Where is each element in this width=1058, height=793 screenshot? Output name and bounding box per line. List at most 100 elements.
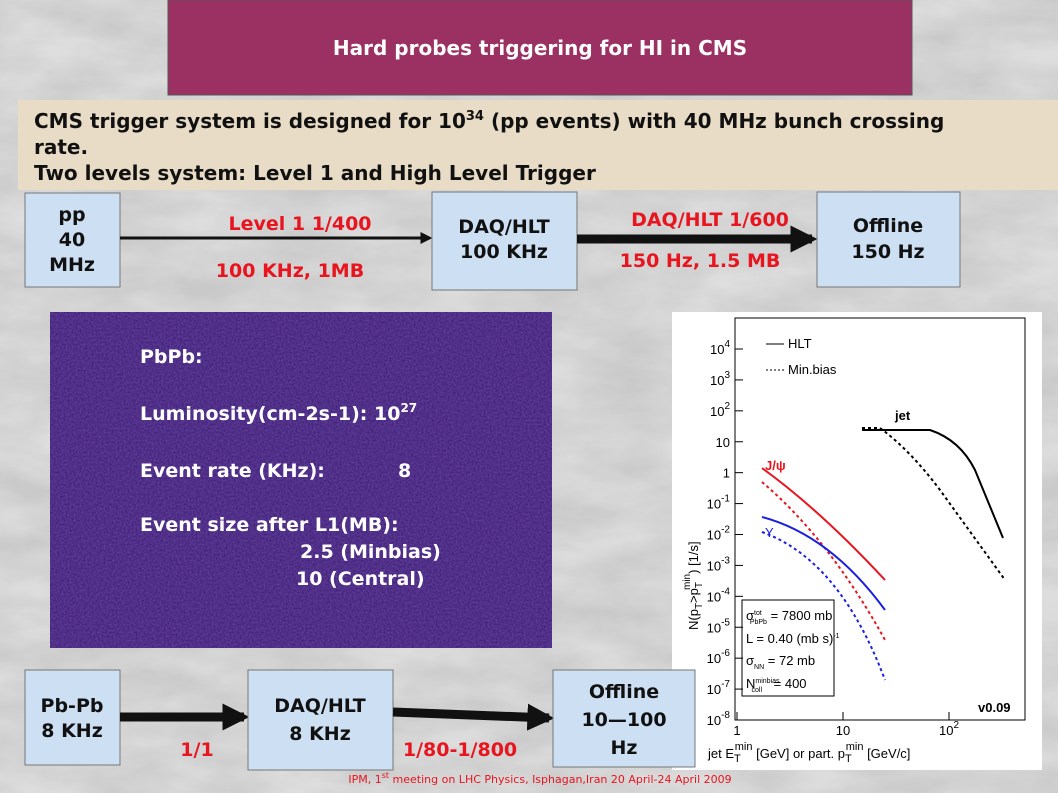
rate-label: 100 KHz, 1MB (216, 260, 364, 282)
tick-label: 1 (723, 466, 730, 481)
curve (761, 516, 886, 611)
curve-label: J/ψ (765, 458, 786, 473)
subscript: T (845, 753, 852, 765)
tick-base: 10 (716, 435, 730, 450)
box-line: MHz (49, 254, 95, 276)
superscript: 34 (466, 109, 484, 124)
tick-label: 10-5 (707, 617, 731, 635)
plot-frame (734, 317, 1026, 721)
curve (862, 427, 1006, 581)
title-box (167, 0, 913, 96)
intro-line: Two levels system: Level 1 and High Leve… (34, 161, 596, 185)
box-line: 100 KHz (460, 241, 548, 263)
tick-base: 10 (939, 723, 953, 738)
tick-exponent: -7 (721, 679, 730, 690)
tick-exponent: 4 (724, 339, 730, 350)
intro-line: rate. (34, 135, 88, 159)
tick-base: 10 (707, 713, 721, 728)
tick-exponent: -4 (721, 586, 730, 597)
x-axis-label: jet ETmin [GeV] or part. pTmin [GeV/c] (707, 741, 910, 765)
tick-label: 102 (710, 401, 730, 419)
arrow (392, 703, 555, 731)
legend-entry: Min.bias (788, 362, 837, 377)
text: N(p (686, 609, 701, 630)
legend-entry: HLT (788, 336, 812, 351)
rate-label: 1/1 (180, 739, 213, 761)
tick-label: 10-4 (707, 586, 731, 604)
tick-exponent: 2 (724, 401, 730, 412)
subscript: coll (752, 687, 763, 694)
subscript: PbPb (750, 619, 767, 626)
tick-exponent: 3 (724, 370, 730, 381)
superscript: st (382, 771, 389, 780)
superscript: min (846, 741, 864, 753)
info-heading: PbPb: (140, 346, 203, 368)
tick-exponent: -1 (721, 494, 730, 505)
text: IPM, 1 (348, 773, 381, 786)
tick-base: 1 (723, 466, 730, 481)
info-line: Luminosity(cm-2s-1): 1027 (140, 401, 417, 425)
y-axis-label: N(pT>pTmin) [1/s] (682, 541, 705, 630)
rate-label: DAQ/HLT 1/600 (631, 209, 789, 231)
tick-label: 103 (710, 370, 730, 388)
tick-exponent: -2 (721, 525, 730, 536)
tick-label: 104 (710, 339, 730, 357)
version-label: v0.09 (978, 700, 1011, 715)
curve (862, 429, 1004, 539)
tick-base: 1 (733, 723, 740, 738)
subscript: NN (754, 664, 764, 671)
curve-label: jet (894, 408, 911, 423)
tick-label: 10-2 (707, 525, 731, 543)
box-line: 40 (59, 229, 85, 251)
rate-label: 150 Hz, 1.5 MB (620, 250, 781, 272)
footer: IPM, 1st meeting on LHC Physics, Isphaga… (348, 771, 731, 786)
box-line: Offline (589, 681, 659, 703)
tick-base: 10 (707, 620, 721, 635)
info-panel-line: σNN = 72 mb (746, 653, 815, 671)
plot-background (672, 312, 1042, 770)
box-line: 10—100 (581, 709, 666, 731)
box-line: Hz (611, 737, 638, 759)
offline-box (816, 191, 961, 288)
offline-box (552, 669, 696, 768)
box-line: Pb-Pb (41, 695, 104, 717)
text: [GeV/c] (863, 746, 910, 761)
box-line: 8 KHz (289, 723, 351, 745)
superscript: min (735, 741, 753, 753)
info-panel (741, 599, 835, 697)
subscript: T (694, 582, 705, 588)
info-value: 2.5 (Minbias) (300, 541, 441, 563)
superscript: 27 (400, 401, 417, 415)
subscript: T (694, 603, 705, 609)
box-line: pp (58, 204, 85, 226)
curve-label: Υ (765, 525, 774, 540)
text: jet E (707, 746, 734, 761)
plot: HLT Min.bias jet J/ψ Υ σtot PbPb = 7800 m… (672, 312, 1042, 770)
text: Luminosity(cm-2s-1): (140, 403, 374, 425)
text: [GeV] or part. p (752, 746, 845, 761)
tick-label: 10 (716, 435, 730, 450)
superscript: minbias (755, 678, 780, 685)
box-line: Offline (853, 215, 923, 237)
text: CMS trigger system is designed for 10 (34, 109, 466, 133)
tick-base: 10 (710, 342, 724, 357)
text: = 72 mb (764, 653, 815, 668)
title: Hard probes triggering for HI in CMS (333, 36, 747, 60)
pp-box (24, 192, 121, 288)
intro-line: CMS trigger system is designed for 1034 … (34, 109, 944, 133)
text: ) [1/s] (686, 541, 701, 574)
info-panel-line: Nminbias coll = 400 (746, 676, 807, 694)
tick-label: 10-7 (707, 679, 731, 697)
tick-exponent: -5 (721, 617, 730, 628)
pbpb-box (24, 669, 121, 766)
text: = 7800 mb (767, 608, 832, 623)
text: σ (746, 608, 754, 623)
superscript: min (682, 574, 693, 590)
text: >p (686, 588, 701, 603)
tick-base: 10 (707, 589, 721, 604)
tick-base: 10 (710, 404, 724, 419)
box-line: DAQ/HLT (458, 216, 549, 238)
